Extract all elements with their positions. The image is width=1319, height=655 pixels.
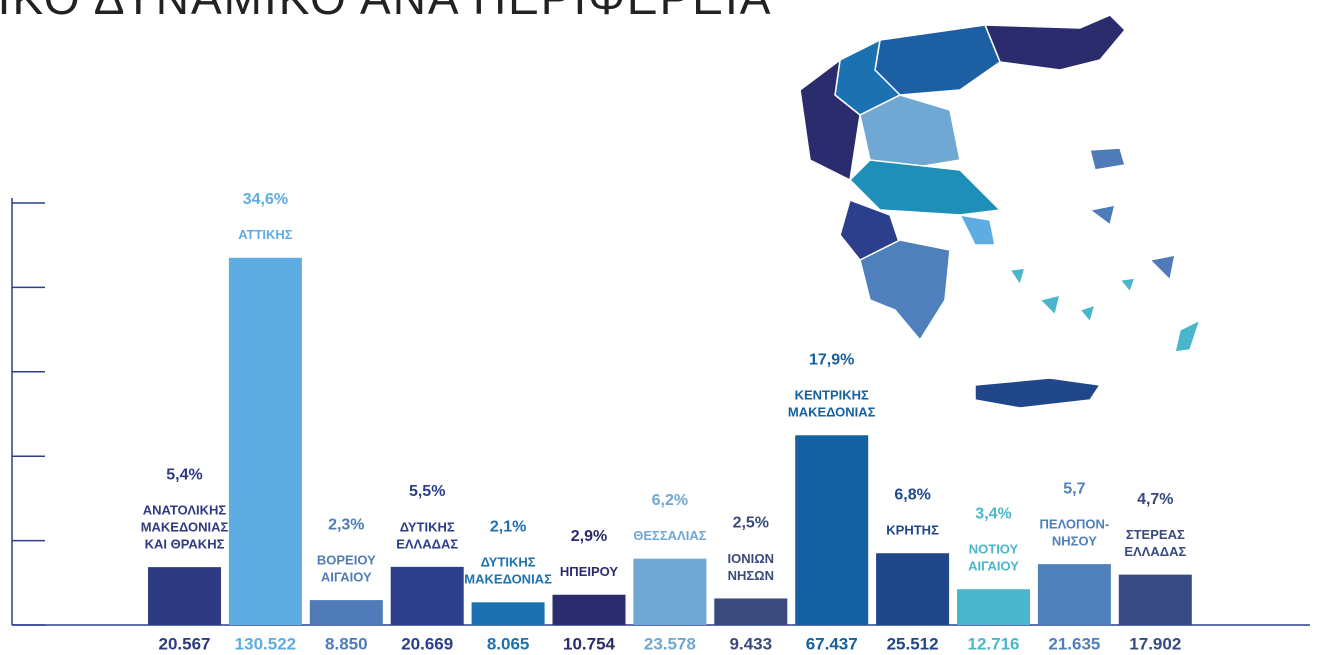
category-label: ΙΟΝΙΩΝ — [728, 551, 775, 566]
category-label: ΠΕΛΟΠΟΝ- — [1040, 517, 1110, 532]
value-label: 20.669 — [401, 634, 453, 653]
share-label: 5,5% — [409, 483, 445, 500]
share-label: 4,7% — [1137, 491, 1173, 508]
category-label: ΑΙΓΑΙΟΥ — [968, 559, 1019, 574]
chart-title: ΤΙΚΟ ΔΥΝΑΜΙΚΟ ΑΝΑ ΠΕΡΙΦΕΡΕΙΑ — [0, 0, 772, 24]
category-label: ΒΟΡΕΙΟΥ — [317, 553, 376, 568]
category-label: ΚΡΗΤΗΣ — [886, 523, 939, 538]
category-label: ΝΗΣΩΝ — [728, 568, 774, 583]
value-label: 12.716 — [968, 634, 1020, 653]
map-region — [983, 14, 1127, 71]
bar — [552, 594, 626, 625]
category-label: ΕΛΛΑΔΑΣ — [396, 536, 458, 551]
share-label: 2,5% — [733, 515, 769, 532]
category-label: ΗΠΕΙΡΟΥ — [560, 564, 618, 579]
value-label: 130.522 — [235, 634, 296, 653]
map-region — [1008, 267, 1202, 353]
bar — [228, 257, 302, 625]
bar — [795, 435, 869, 625]
share-label: 6,8% — [894, 486, 930, 503]
map-region — [974, 377, 1102, 409]
share-label: 5,7 — [1063, 480, 1085, 497]
value-label: 20.567 — [159, 634, 211, 653]
category-label: ΜΑΚΕΔΟΝΙΑΣ — [788, 405, 876, 420]
share-label: 6,2% — [652, 492, 688, 509]
share-label: 34,6% — [243, 191, 288, 208]
map-region — [874, 24, 1001, 96]
value-label: 8.850 — [325, 634, 368, 653]
map-region — [859, 239, 951, 342]
bar — [876, 553, 950, 625]
bar — [714, 598, 788, 625]
category-label: ΚΕΝΤΡΙΚΗΣ — [795, 388, 869, 403]
category-label: ΘΕΣΣΑΛΙΑΣ — [633, 528, 706, 543]
bar — [1037, 564, 1111, 625]
category-label: ΑΝΑΤΟΛΙΚΗΣ — [143, 503, 227, 518]
category-label: ΑΤΤΙΚΗΣ — [238, 227, 293, 242]
category-label: ΝΟΤΙΟΥ — [969, 542, 1019, 557]
value-label: 25.512 — [887, 634, 939, 653]
value-label: 8.065 — [487, 634, 530, 653]
share-label: 2,9% — [571, 528, 607, 545]
value-label: 17.902 — [1129, 634, 1181, 653]
category-label: ΔΥΤΙΚΗΣ — [400, 519, 455, 534]
bar — [148, 567, 221, 625]
category-label: ΕΛΛΑΔΑΣ — [1124, 544, 1186, 559]
share-label: 5,4% — [166, 466, 202, 483]
map-region — [848, 159, 1002, 216]
bar — [309, 600, 383, 625]
category-label: ΚΑΙ ΘΡΑΚΗΣ — [145, 537, 225, 552]
value-label: 67.437 — [806, 634, 858, 653]
bar — [471, 602, 545, 625]
share-label: 3,4% — [975, 505, 1011, 522]
share-label: 2,3% — [328, 516, 364, 533]
share-label: 2,1% — [490, 519, 526, 536]
category-label: ΝΗΣΟΥ — [1052, 534, 1097, 549]
bar — [957, 589, 1030, 625]
value-label: 10.754 — [563, 634, 616, 653]
map-region — [1088, 147, 1176, 282]
share-label: 17,9% — [809, 351, 854, 368]
value-label: 9.433 — [730, 634, 773, 653]
category-label: ΜΑΚΕΔΟΝΙΑΣ — [464, 572, 552, 587]
bar — [633, 558, 707, 625]
category-label: ΣΤΕΡΕΑΣ — [1126, 527, 1185, 542]
bar — [390, 566, 464, 625]
bar — [1118, 574, 1192, 625]
category-label: ΔΥΤΙΚΗΣ — [481, 555, 536, 570]
category-label: ΜΑΚΕΔΟΝΙΑΣ — [141, 520, 229, 535]
value-label: 23.578 — [644, 634, 696, 653]
map-region — [958, 214, 996, 246]
value-label: 21.635 — [1048, 634, 1100, 653]
category-label: ΑΙΓΑΙΟΥ — [321, 570, 372, 585]
map — [799, 14, 1202, 409]
